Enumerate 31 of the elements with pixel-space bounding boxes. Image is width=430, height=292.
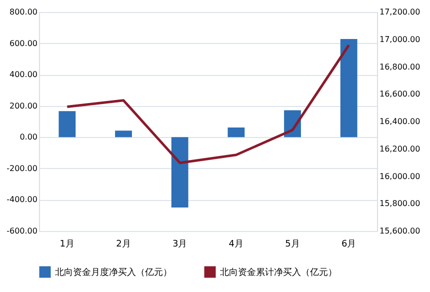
legend-label: 北向资金月度净买入（亿元）: [55, 267, 172, 278]
bar: [228, 127, 245, 138]
y2-tick-label: 16,800.00: [380, 62, 420, 72]
y-tick-label: 800.00: [10, 8, 38, 16]
y-tick-label: 200.00: [10, 101, 38, 110]
y2-tick-label: 15,800.00: [380, 199, 420, 208]
y2-tick-label: 16,400.00: [380, 117, 420, 126]
x-tick-label: 4月: [228, 240, 244, 250]
y2-tick-label: 17,000.00: [380, 34, 420, 44]
bar: [340, 39, 358, 138]
y-tick-label: -400.00: [6, 195, 38, 204]
x-tick-label: 1月: [60, 240, 75, 250]
y2-tick-label: 15,600.00: [380, 226, 420, 236]
y-tick-label: 600.00: [10, 38, 38, 48]
x-tick-label: 5月: [285, 240, 300, 250]
x-tick-label: 2月: [116, 240, 131, 250]
y-tick-label: -600.00: [6, 226, 38, 236]
y-tick-label: 0.00: [20, 132, 38, 142]
y2-tick-label: 16,600.00: [380, 90, 420, 99]
y2-tick-label: 16,200.00: [380, 144, 420, 154]
x-tick-label: 6月: [341, 240, 356, 250]
y-tick-label: 400.00: [10, 70, 38, 80]
bar: [171, 137, 188, 208]
y2-tick-label: 17,200.00: [380, 8, 420, 16]
legend-label: 北向资金累计净买入（亿元）: [220, 267, 337, 278]
line-series: [66, 44, 350, 164]
y2-tick-label: 16,000.00: [380, 172, 420, 181]
x-tick-label: 3月: [172, 240, 188, 250]
bar: [58, 111, 76, 138]
y-tick-label: -200.00: [6, 164, 38, 173]
bar: [115, 130, 132, 138]
